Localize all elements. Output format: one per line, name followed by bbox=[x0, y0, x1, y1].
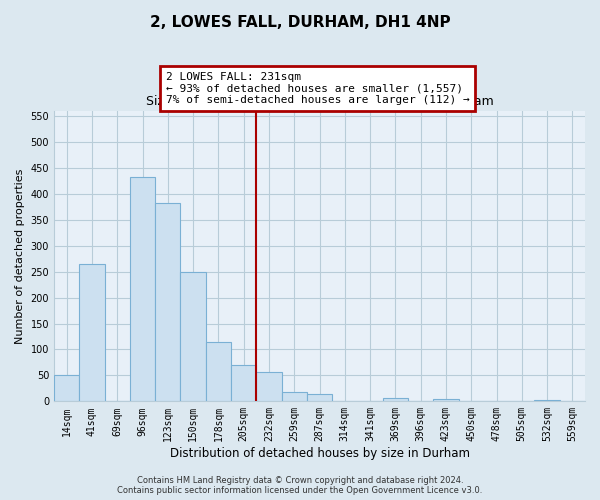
Title: Size of property relative to detached houses in Durham: Size of property relative to detached ho… bbox=[146, 96, 493, 108]
Text: Contains HM Land Registry data © Crown copyright and database right 2024.
Contai: Contains HM Land Registry data © Crown c… bbox=[118, 476, 482, 495]
Bar bbox=[130, 178, 155, 402]
Bar bbox=[433, 398, 458, 402]
Bar bbox=[383, 398, 408, 402]
X-axis label: Distribution of detached houses by size in Durham: Distribution of detached houses by size … bbox=[170, 447, 470, 460]
Bar bbox=[281, 392, 307, 402]
Y-axis label: Number of detached properties: Number of detached properties bbox=[15, 168, 25, 344]
Bar bbox=[54, 376, 79, 402]
Bar bbox=[79, 264, 104, 402]
Bar bbox=[181, 272, 206, 402]
Bar bbox=[206, 342, 231, 402]
Text: 2, LOWES FALL, DURHAM, DH1 4NP: 2, LOWES FALL, DURHAM, DH1 4NP bbox=[149, 15, 451, 30]
Text: 2 LOWES FALL: 231sqm
← 93% of detached houses are smaller (1,557)
7% of semi-det: 2 LOWES FALL: 231sqm ← 93% of detached h… bbox=[166, 72, 469, 105]
Bar bbox=[155, 202, 181, 402]
Bar bbox=[231, 365, 256, 402]
Bar bbox=[307, 394, 332, 402]
Bar bbox=[256, 372, 281, 402]
Bar bbox=[535, 400, 560, 402]
